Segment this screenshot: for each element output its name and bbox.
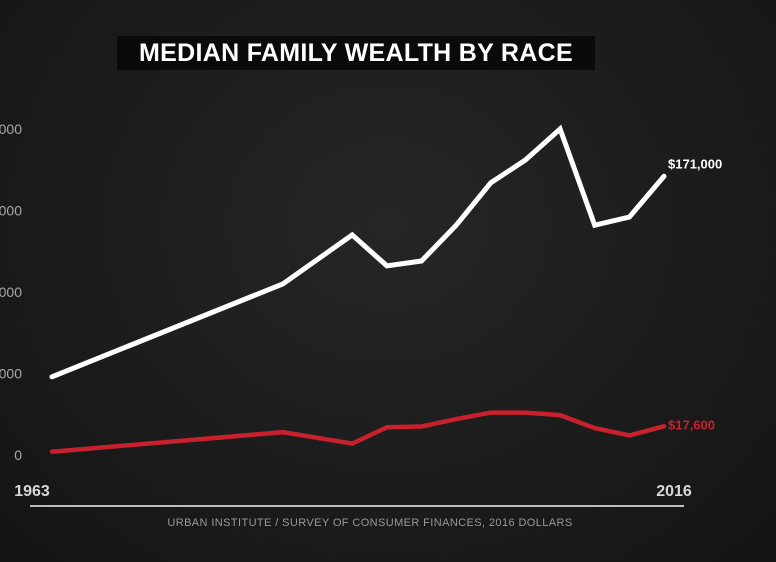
series-line: [49, 124, 667, 380]
source-note: URBAN INSTITUTE / SURVEY OF CONSUMER FIN…: [167, 517, 573, 529]
y-tick-label: 000: [0, 203, 22, 219]
y-tick-label: 000: [0, 366, 22, 382]
y-tick-label: 000: [0, 121, 22, 137]
y-tick-label: 000: [0, 284, 22, 300]
y-tick-label: 0: [14, 447, 22, 463]
x-tick-label: 2016: [656, 483, 692, 500]
x-axis-ticks: 1963 2016: [14, 483, 692, 500]
x-tick-label: 1963: [14, 483, 50, 500]
series-lines: [49, 124, 667, 454]
series-end-label: $17,600: [668, 417, 715, 432]
chart-title: MEDIAN FAMILY WEALTH BY RACE: [139, 38, 573, 67]
series-end-label: $171,000: [668, 156, 722, 171]
series-line: [49, 410, 667, 454]
series-end-labels: $171,000 $17,600: [668, 156, 722, 432]
chart-title-box: MEDIAN FAMILY WEALTH BY RACE: [117, 36, 595, 70]
